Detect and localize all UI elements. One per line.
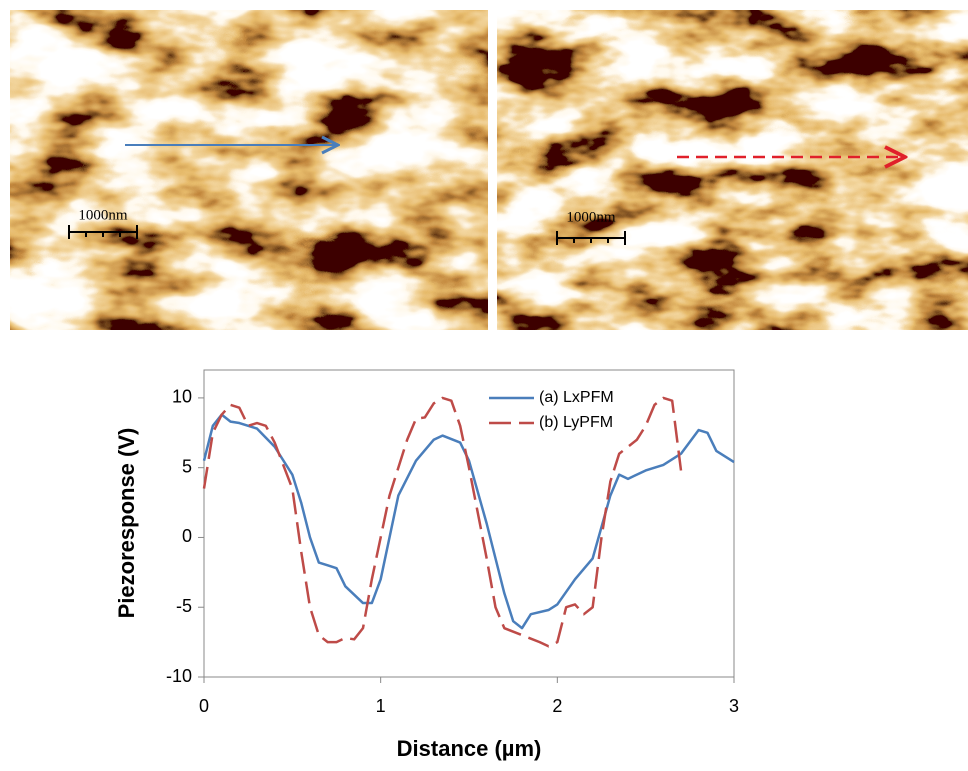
y-tick-label: 10 [172,387,192,407]
afm-image-right [497,10,968,330]
data-line [202,396,683,648]
scale-label: 1000nm [566,209,616,225]
scale-label: 1000nm [78,207,128,223]
data-line [202,413,735,630]
afm-image-left [10,10,488,330]
scale-bar [556,231,626,245]
y-tick-label: 5 [182,456,192,476]
legend-label: (a) LxPFM [539,389,614,406]
x-tick-label: 3 [729,696,739,716]
x-tick-label: 0 [199,696,209,716]
y-tick-label: 0 [182,526,192,546]
scale-bar [68,225,138,239]
x-tick-label: 2 [552,696,562,716]
y-axis-title: Piezoresponse (V) [114,428,139,619]
x-tick-label: 1 [376,696,386,716]
legend-label: (b) LyPFM [539,414,613,431]
plot-frame [203,369,735,678]
x-axis-title: Distance (µm) [397,736,542,761]
y-tick-label: -5 [176,596,192,616]
y-tick-label: -10 [166,666,192,686]
